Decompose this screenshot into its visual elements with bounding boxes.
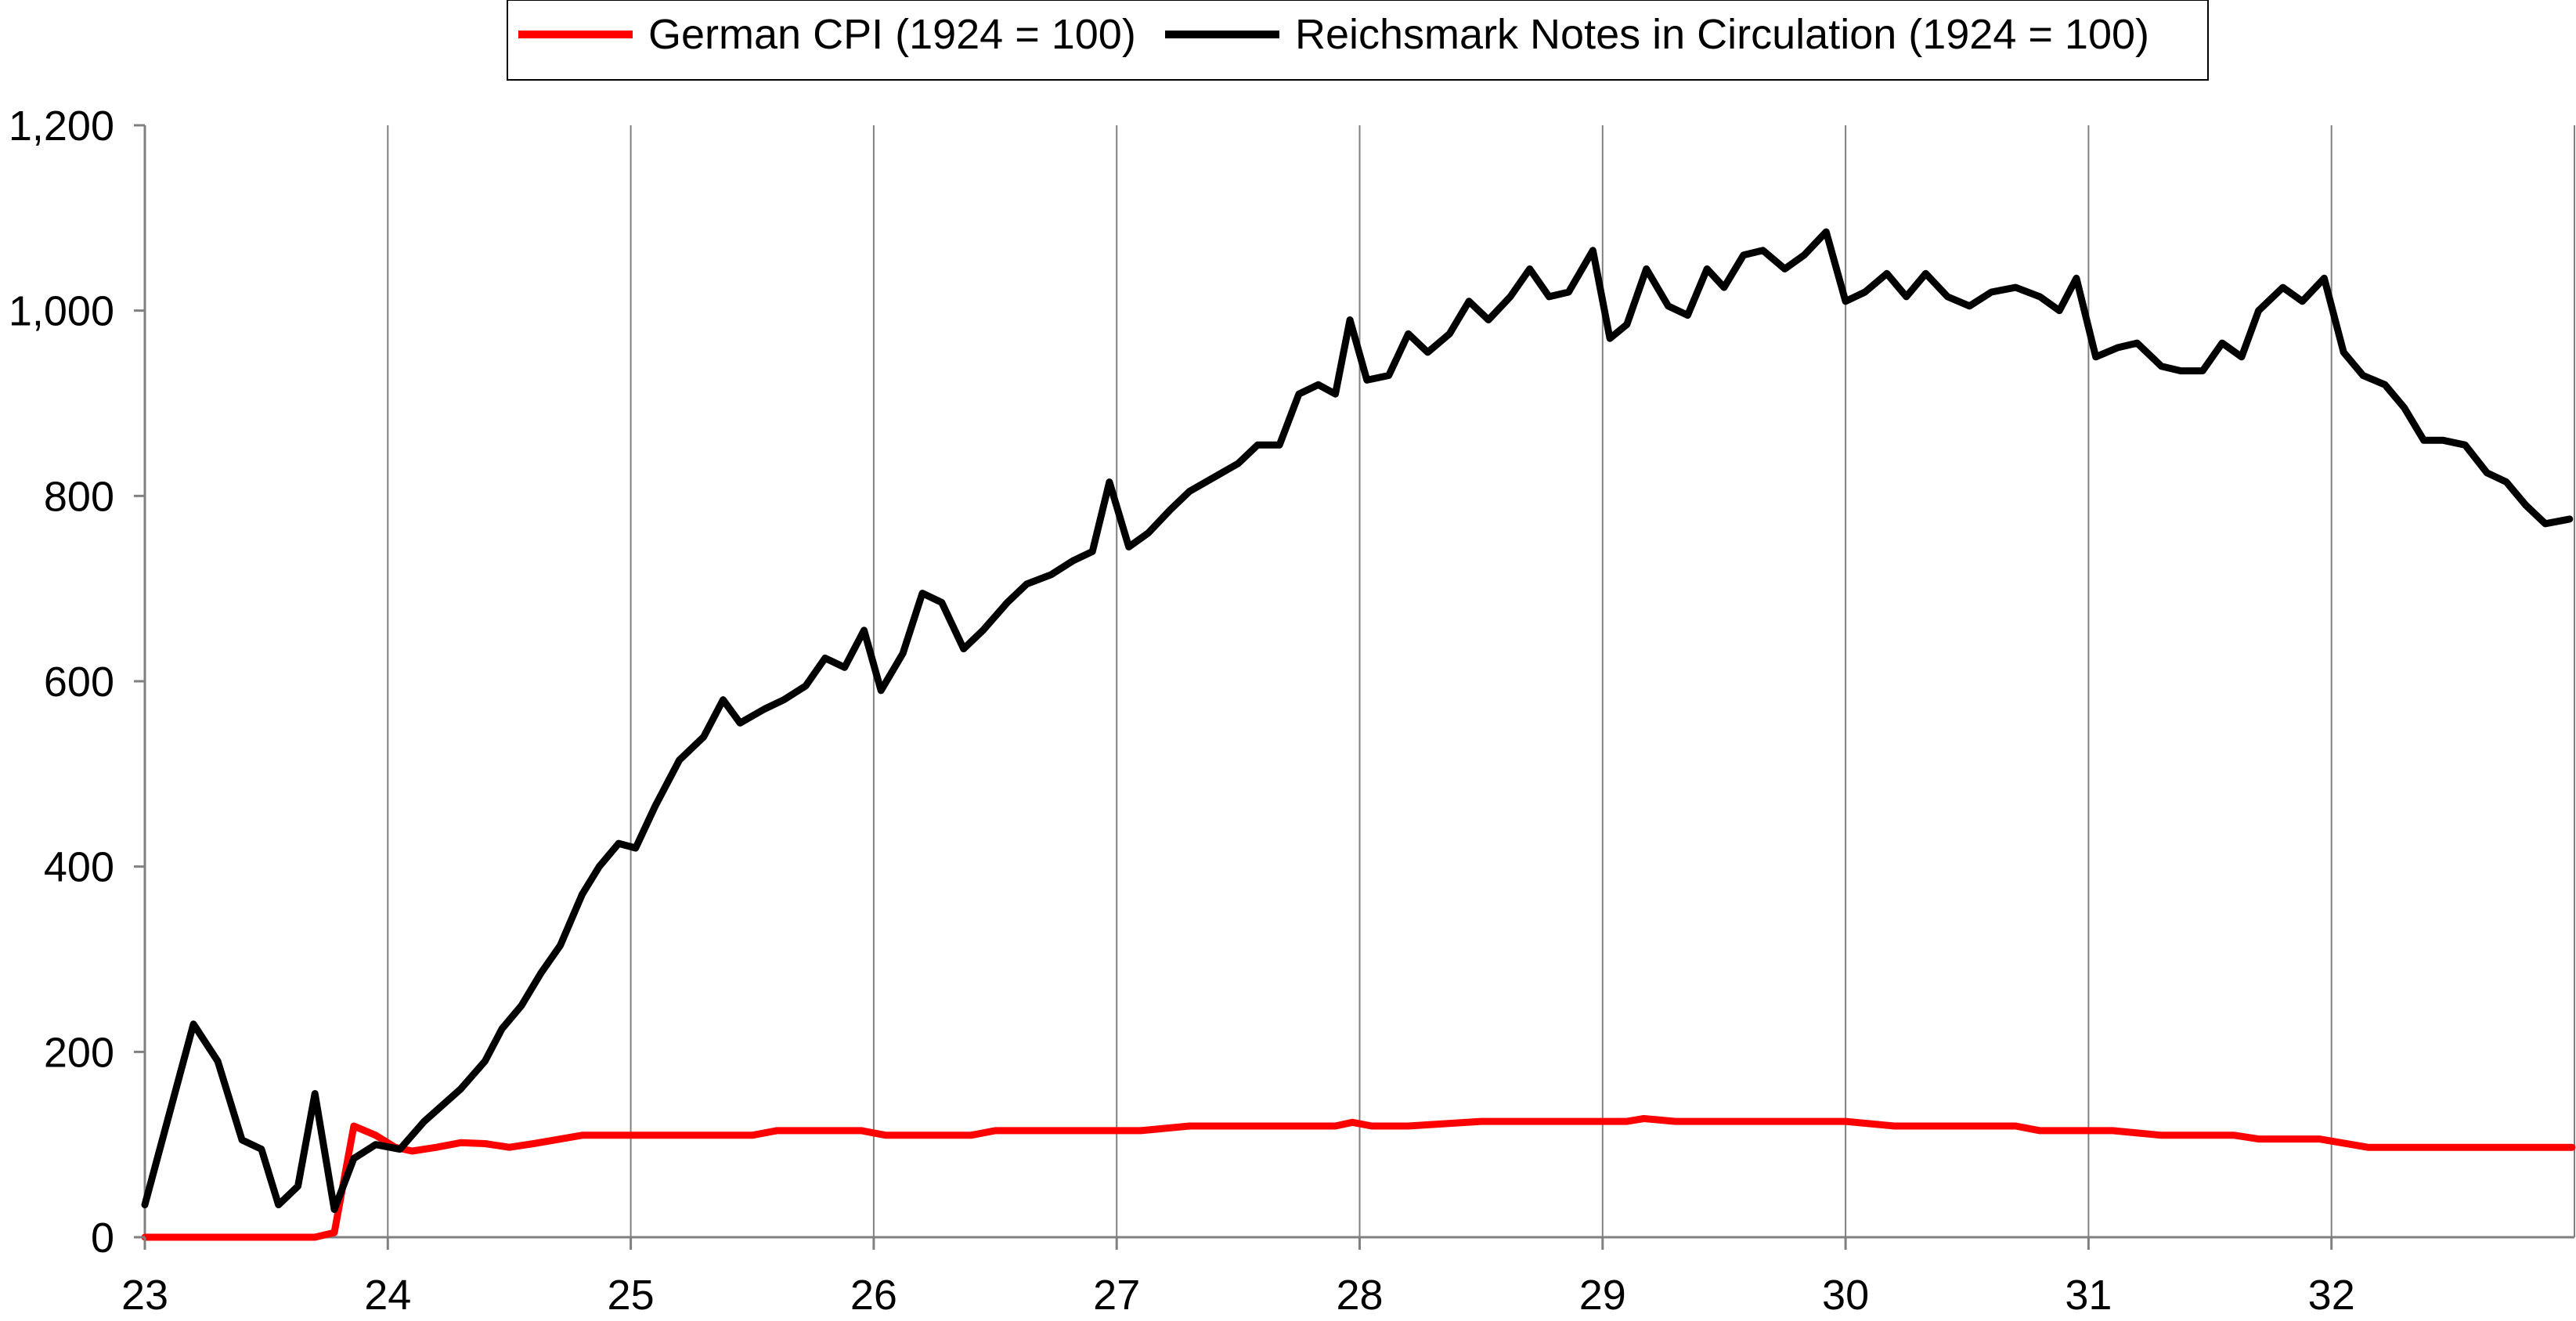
legend-box [507,0,2209,81]
y-tick-label-600: 600 [44,659,114,706]
y-tick-label-200: 200 [44,1029,114,1076]
x-tick-label-32: 32 [2308,1272,2355,1319]
x-tick-label-24: 24 [364,1272,411,1319]
series-cpi [141,1115,2576,1241]
y-tick-label-400: 400 [44,844,114,891]
series-line-cpi [141,1115,2576,1241]
legend-label-cpi: German CPI (1924 = 100) [648,11,1136,58]
x-tick-label-25: 25 [608,1272,655,1319]
x-tick-label-26: 26 [850,1272,897,1319]
legend: German CPI (1924 = 100) Reichsmark Notes… [507,0,2209,81]
legend-label-notes: Reichsmark Notes in Circulation (1924 = … [1295,11,2149,58]
x-tick-label-27: 27 [1093,1272,1140,1319]
x-tick-label-30: 30 [1822,1272,1869,1319]
y-tick-label-800: 800 [44,473,114,520]
x-tick-label-31: 31 [2065,1272,2112,1319]
y-tick-label-0: 0 [91,1215,114,1261]
y-tick-label-1000: 1,000 [9,288,114,335]
series-notes [141,228,2574,1213]
x-tick-label-23: 23 [121,1272,168,1319]
series-lines [141,228,2576,1241]
x-tick-label-29: 29 [1579,1272,1626,1319]
y-axis-ticks: 0 200 400 600 800 1,000 1,200 [9,103,145,1261]
x-tick-label-28: 28 [1336,1272,1383,1319]
series-line-notes [141,228,2574,1213]
x-axis-ticks: 23 24 25 26 27 28 29 30 31 32 [121,1237,2355,1319]
y-tick-label-1200: 1,200 [9,103,114,150]
